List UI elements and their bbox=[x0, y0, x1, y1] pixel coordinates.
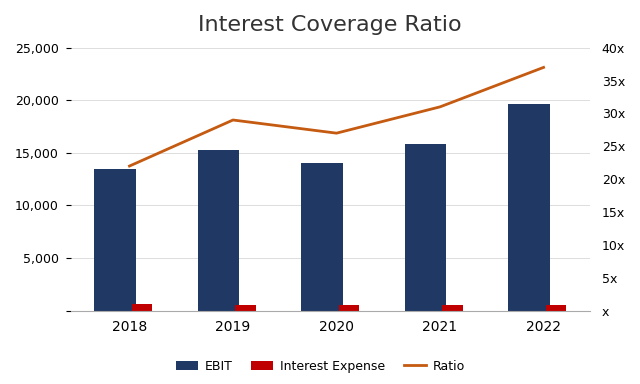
Bar bbox=[339, 305, 359, 311]
Bar bbox=[94, 169, 136, 311]
Ratio bbox=[333, 131, 340, 136]
Bar bbox=[508, 104, 550, 311]
Bar bbox=[235, 305, 256, 311]
Bar bbox=[405, 144, 446, 311]
Bar bbox=[198, 150, 239, 311]
Ratio bbox=[125, 164, 133, 168]
Ratio bbox=[436, 104, 444, 109]
Title: Interest Coverage Ratio: Interest Coverage Ratio bbox=[198, 15, 462, 35]
Bar bbox=[132, 304, 152, 311]
Ratio bbox=[229, 118, 237, 122]
Bar bbox=[301, 164, 343, 311]
Bar bbox=[546, 305, 566, 311]
Ratio bbox=[540, 65, 547, 70]
Bar bbox=[442, 305, 463, 311]
Legend: EBIT, Interest Expense, Ratio: EBIT, Interest Expense, Ratio bbox=[170, 355, 470, 378]
Line: Ratio: Ratio bbox=[129, 68, 543, 166]
